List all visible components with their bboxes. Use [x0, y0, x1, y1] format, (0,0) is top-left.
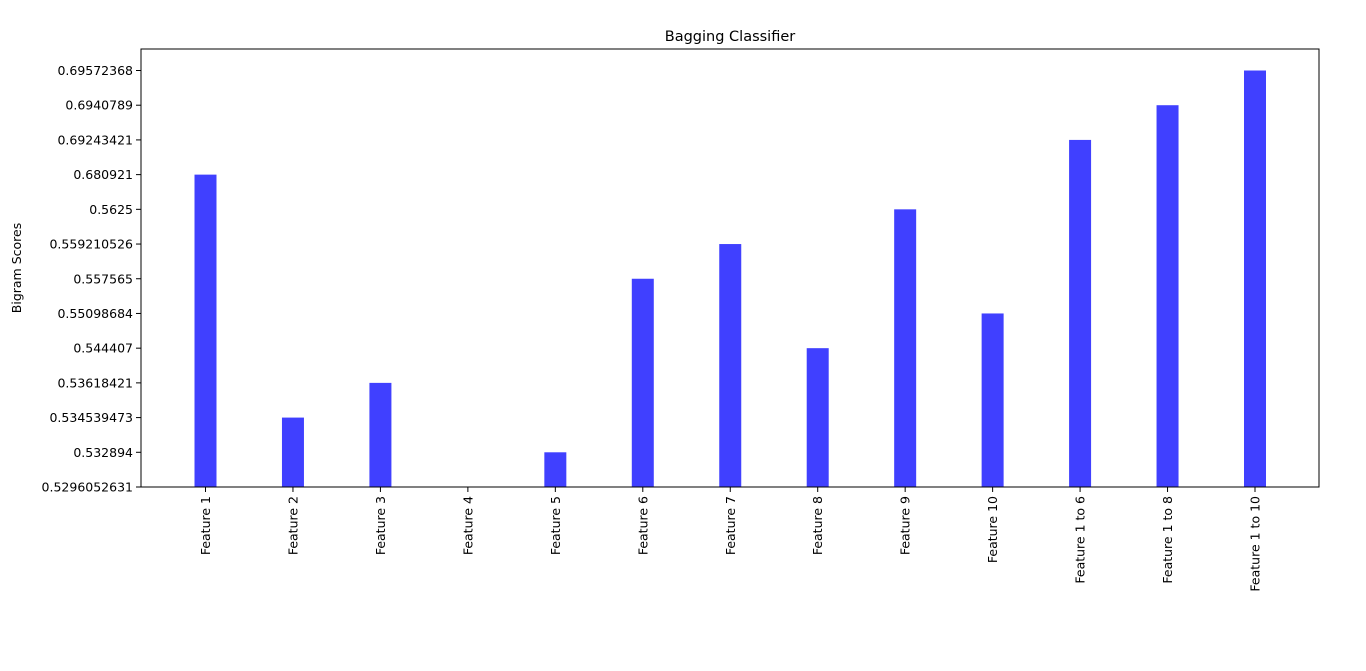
x-tick-label: Feature 1 to 6	[1073, 496, 1088, 584]
y-tick-label: 0.544407	[73, 341, 133, 356]
bar-9	[894, 209, 917, 488]
bar-10	[981, 313, 1004, 487]
y-tick-label: 0.680921	[73, 167, 133, 182]
y-tick-label: 0.5296052631	[42, 480, 133, 495]
x-tick-label: Feature 3	[373, 496, 388, 555]
x-tick-label: Feature 9	[898, 496, 913, 555]
bar-3	[369, 382, 392, 487]
bar-1	[194, 174, 217, 487]
x-tick-label: Feature 10	[985, 496, 1000, 563]
bar-13	[1244, 70, 1266, 487]
x-tick-label: Feature 1	[198, 496, 213, 555]
chart-title: Bagging Classifier	[665, 29, 796, 45]
x-axis: Feature 1 Feature 2 Feature 3 Feature 4 Feat…	[198, 487, 1263, 592]
y-tick-label: 0.69572368	[57, 63, 133, 78]
bar-12	[1156, 105, 1179, 487]
y-tick-label: 0.6940789	[65, 98, 133, 113]
x-tick-label: Feature 8	[810, 496, 825, 555]
x-tick-label: Feature 5	[548, 496, 563, 555]
y-axis: 0.5296052631 0.532894 0.534539473 0.5361842…	[42, 63, 141, 495]
y-tick-label: 0.559210526	[49, 237, 133, 252]
x-tick-label: Feature 7	[723, 496, 738, 555]
bar-8	[806, 348, 829, 487]
y-tick-label: 0.69243421	[57, 132, 133, 147]
y-tick-label: 0.532894	[73, 445, 133, 460]
x-tick-label: Feature 4	[460, 496, 475, 555]
y-tick-label: 0.53618421	[57, 375, 133, 390]
x-tick-label: Feature 1 to 8	[1160, 496, 1175, 584]
bar-6	[631, 278, 654, 487]
bar-2	[281, 417, 304, 487]
y-tick-label: 0.5625	[89, 202, 133, 217]
y-tick-label: 0.557565	[73, 271, 133, 286]
x-tick-label: Feature 2	[285, 496, 300, 555]
x-tick-label: Feature 6	[635, 496, 650, 555]
bars-group	[194, 70, 1266, 488]
y-tick-label: 0.55098684	[57, 306, 133, 321]
bar-7	[719, 244, 742, 487]
y-axis-label: Bigram Scores	[9, 223, 24, 313]
x-tick-label: Feature 1 to 10	[1248, 496, 1263, 592]
bar-11	[1069, 139, 1092, 487]
y-tick-label: 0.534539473	[49, 410, 133, 425]
bar-5	[544, 452, 567, 487]
